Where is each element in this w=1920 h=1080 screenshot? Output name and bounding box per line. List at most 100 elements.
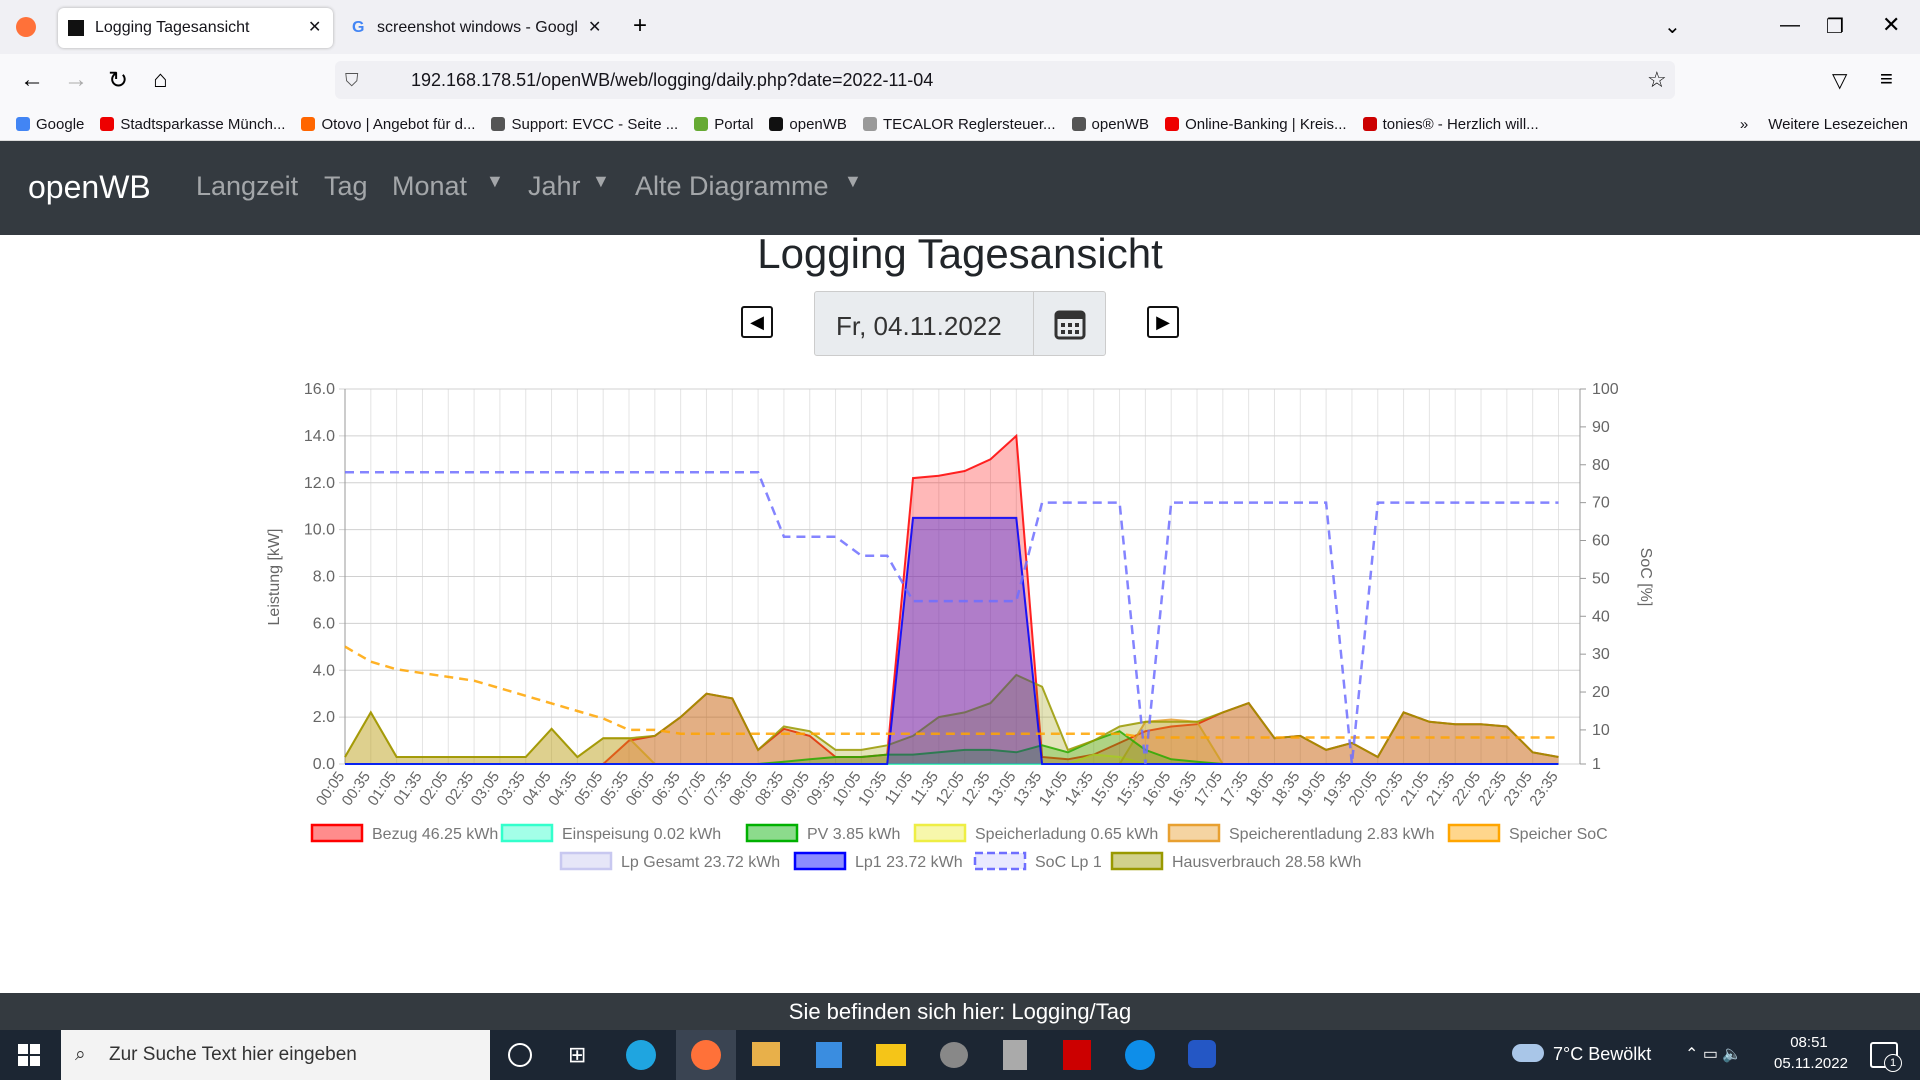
series-line [344,673,1559,759]
pocket[interactable]: ▽ [1832,70,1848,92]
app-active[interactable] [1180,1030,1224,1080]
store[interactable] [816,1042,842,1068]
tray-icons[interactable]: ⌃ ▭ 🔈 [1685,1046,1743,1063]
bookmark-label: Portal [714,115,754,133]
bookmark-more[interactable]: » Weitere Lesezeichen [1739,115,1908,133]
bookmark-icon [1165,117,1180,131]
task-view[interactable] [508,1043,532,1067]
search-box[interactable]: ⌕ Zur Suche Text hier eingeben [61,1030,490,1080]
weather[interactable]: 7°C Bewölkt [1553,1044,1652,1064]
bookmark-label: openWB [789,115,847,133]
next-day[interactable]: ▶ [1147,306,1179,338]
prev-day[interactable]: ◀ [741,306,773,338]
bookmark[interactable]: Portal [694,116,753,133]
y-tick-label: 8.0 [313,569,335,586]
nav-link[interactable]: Tag [324,171,368,201]
date: Fr, 04.11.2022 [836,311,1002,341]
bookmark[interactable]: Google [16,116,84,133]
brand[interactable]: openWB [28,169,151,205]
explorer[interactable] [876,1044,906,1066]
legend-swatch [310,823,364,843]
app-icon[interactable] [752,1042,780,1066]
bookmark[interactable]: openWB [1071,116,1149,133]
bookmark[interactable]: Support: EVCC - Seite ... [491,116,678,133]
bookmark[interactable]: Online-Banking | Kreis... [1165,116,1347,133]
close[interactable]: ✕ [1882,12,1901,37]
shield: ⛉ [345,70,359,90]
chart: Leistung [kW] SoC [%] 00:0500:3501:0501:… [266,381,1654,871]
nav-link[interactable]: Jahr [528,171,581,201]
taskbar: ⌕ Zur Suche Text hier eingeben ⊞ 7°C Bewö… [0,1030,1920,1080]
bookmark[interactable]: openWB [769,116,847,133]
series-area [345,517,1559,764]
reload[interactable]: ↻ [108,67,129,94]
bookmark-star[interactable]: ☆ [1647,67,1667,92]
nav-link[interactable]: Monat [392,171,468,201]
bookmark-icon [100,117,115,131]
weather-icon [1512,1044,1544,1062]
y2-tick-label: 10 [1592,722,1610,739]
y-tick-label: 6.0 [313,615,335,632]
bookmark-label: tonies® - Herzlich will... [1382,115,1539,133]
firefox-icon[interactable] [16,17,36,37]
y2-tick-label: 70 [1592,495,1610,512]
bookmark-icon [16,117,30,131]
calendar-icon[interactable] [1053,306,1087,340]
tab[interactable]: G screenshot windows - Google S ✕ [340,8,610,48]
tab[interactable]: Logging Tagesansicht ✕ [58,8,333,48]
tab-close[interactable]: ✕ [588,19,602,36]
bookmark[interactable]: Stadtsparkasse Münch... [100,116,285,133]
bookmark[interactable]: tonies® - Herzlich will... [1362,115,1539,133]
y-tick-label: 10.0 [304,522,335,539]
bookmark-label: TECALOR Reglersteuer... [882,115,1056,133]
page-title: Logging Tagesansicht [757,230,1163,277]
bookmark-label: Google [36,115,85,133]
tab-list[interactable]: ⌄ [1664,16,1681,38]
minimize[interactable]: — [1780,14,1800,36]
legend-swatch [745,823,799,843]
mcafee[interactable] [1063,1040,1091,1070]
notifications[interactable]: 1 [1870,1042,1902,1072]
menu[interactable]: ≡ [1880,66,1893,91]
legend-label: SoC Lp 1 [1035,854,1102,871]
widgets[interactable]: ⊞ [568,1042,587,1067]
forward[interactable]: → [64,66,88,93]
series-area [345,674,1559,764]
y-tick-label: 12.0 [304,475,335,492]
bookmark[interactable]: Otovo | Angebot für d... [301,116,475,133]
legend-label: PV 3.85 kWh [807,826,900,843]
date-picker[interactable]: Fr, 04.11.2022 [814,291,1106,356]
search-placeholder: Zur Suche Text hier eingeben [109,1044,357,1065]
y-axis-title: Leistung [kW] [266,529,283,626]
legend-swatch [913,823,967,843]
home[interactable]: ⌂ [153,66,168,93]
more-bookmarks[interactable]: Weitere Lesezeichen [1768,115,1908,133]
y2-tick-label: 60 [1592,533,1610,550]
bookmark-icon [301,117,316,131]
edge[interactable] [626,1040,656,1070]
bookmark[interactable]: TECALOR Reglersteuer... [862,115,1056,133]
series-area [345,712,1559,764]
start[interactable] [18,1044,40,1066]
teamviewer[interactable] [1125,1040,1155,1070]
calculator[interactable] [1003,1040,1027,1070]
legend-swatch [559,851,613,871]
app-icon[interactable] [940,1042,968,1068]
x-tick-label: 10:35 [855,769,890,810]
bookmark-icon [1071,117,1086,131]
back[interactable]: ← [20,66,44,93]
legend-label: Speicher SoC [1509,826,1608,843]
legend-label: Speicherladung 0.65 kWh [975,826,1158,843]
y2-tick-label: 30 [1592,646,1610,663]
clock[interactable]: 08:51 05.11.2022 [1774,1034,1848,1072]
firefox-task[interactable] [676,1030,736,1080]
tab-close[interactable]: ✕ [308,19,322,36]
series-area [345,731,1559,764]
restore[interactable]: ❐ [1826,16,1844,38]
new-tab[interactable]: + [633,12,648,39]
url-bar[interactable]: ⛉ 192.168.178.51/openWB/web/logging/dail… [335,61,1675,99]
nav-link[interactable]: Alte Diagramme [635,171,829,201]
nav-link[interactable]: Langzeit [196,171,299,201]
y2-tick-label: 1 [1592,756,1601,773]
